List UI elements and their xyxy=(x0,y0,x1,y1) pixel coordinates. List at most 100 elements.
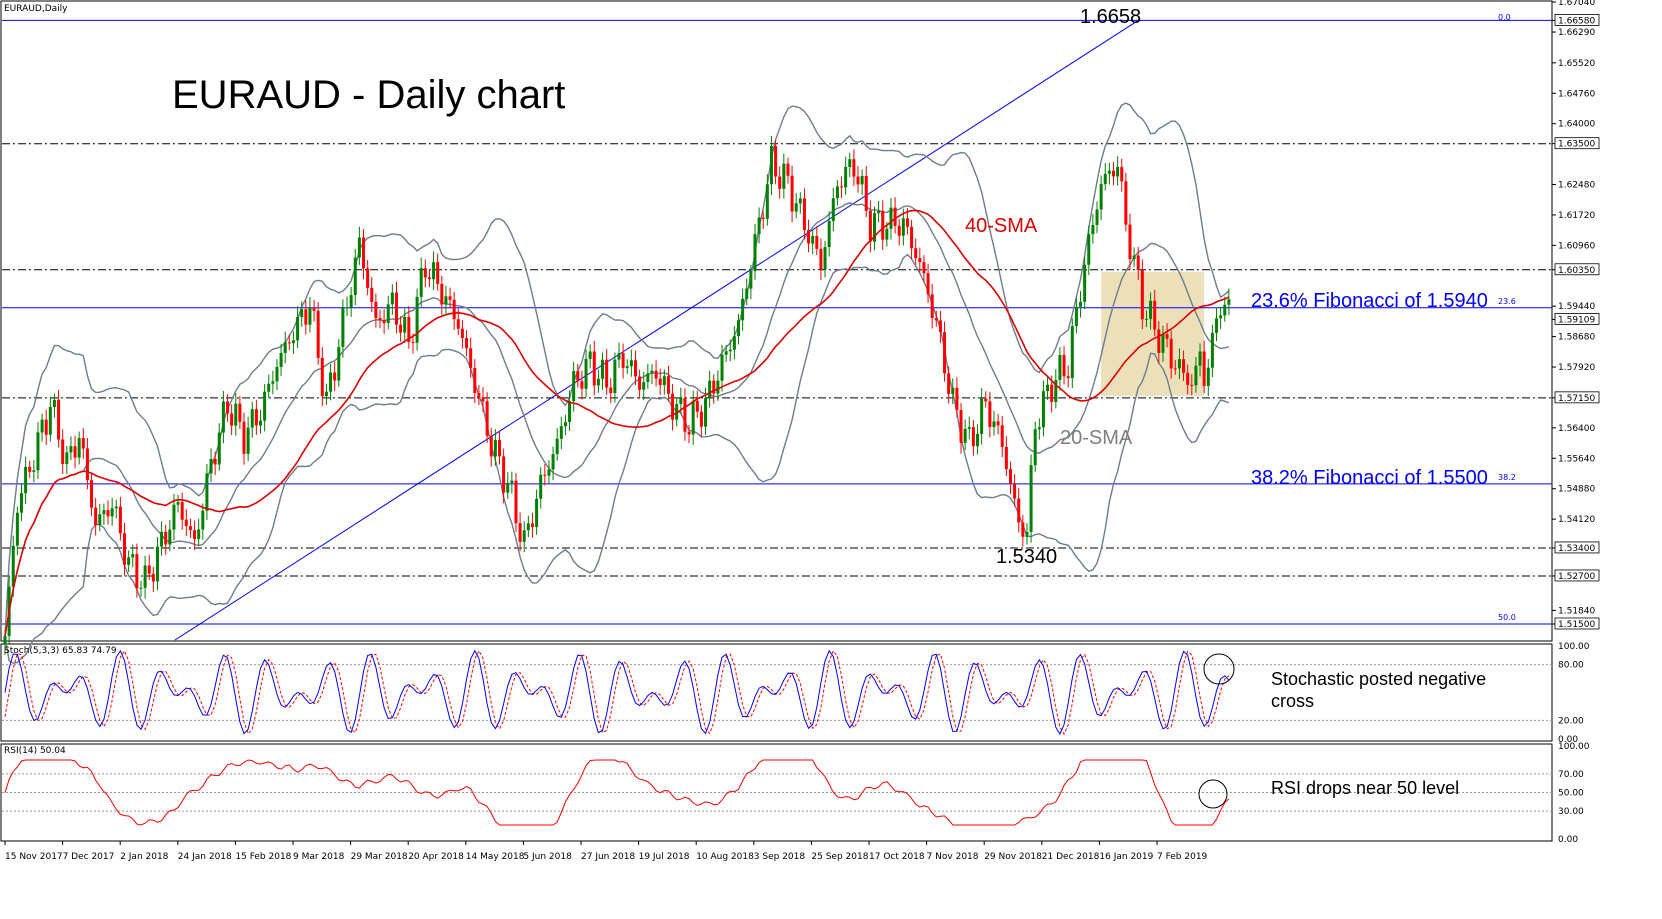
date-tick-label: 17 Oct 2018 xyxy=(869,852,925,862)
date-tick-label: 7 Feb 2019 xyxy=(1157,852,1208,862)
date-tick-label: 20 Apr 2018 xyxy=(408,852,464,862)
candle-body xyxy=(551,454,555,470)
candle-body xyxy=(753,234,757,272)
candle-body xyxy=(291,340,295,344)
candle-body xyxy=(263,391,267,421)
candle-body xyxy=(238,403,242,422)
candle-body xyxy=(1210,332,1214,368)
candle-body xyxy=(1202,351,1206,386)
candle-body xyxy=(786,163,790,176)
candle-body xyxy=(24,466,28,494)
candle-body xyxy=(151,573,155,582)
candle-body xyxy=(246,427,250,454)
candle-body xyxy=(164,531,168,545)
candle-body xyxy=(823,247,827,270)
candle-body xyxy=(860,176,864,185)
chart-title: EURAUD - Daily chart xyxy=(172,73,565,117)
candle-body xyxy=(543,474,547,476)
candle-body xyxy=(77,438,81,458)
candle-body xyxy=(378,318,382,320)
candle-body xyxy=(959,410,963,443)
candle-body xyxy=(683,398,687,432)
candle-body xyxy=(852,159,856,177)
candle-body xyxy=(951,387,955,394)
sma20-line xyxy=(4,202,1230,637)
candle-body xyxy=(131,554,135,558)
candle-body xyxy=(440,283,444,305)
candle-body xyxy=(807,230,811,244)
candle-body xyxy=(914,248,918,259)
candle-body xyxy=(114,506,118,509)
candle-body xyxy=(708,380,712,399)
rsi-highlight-circle xyxy=(1198,779,1228,809)
candle-body xyxy=(790,175,794,212)
price-level-box xyxy=(1554,137,1600,150)
candle-body xyxy=(267,383,271,392)
price-tick-label: 1.58680 xyxy=(1558,333,1595,343)
candle-body xyxy=(943,332,947,374)
price-level-box xyxy=(1554,313,1600,325)
candle-body xyxy=(1111,170,1115,177)
stoch-indicator-label: Stoch(5,3,3) 65.83 74.79 xyxy=(4,646,117,656)
candle-body xyxy=(217,432,221,465)
candle-body xyxy=(254,409,258,426)
candle-body xyxy=(118,506,122,534)
candle-body xyxy=(774,146,778,177)
candle-body xyxy=(840,186,844,188)
candle-body xyxy=(1046,384,1050,392)
candle-body xyxy=(502,456,506,493)
price-tick-label: 1.64000 xyxy=(1558,120,1595,130)
candle-body xyxy=(1182,359,1186,373)
price-tick-label: 1.54120 xyxy=(1558,515,1595,525)
candle-body xyxy=(390,292,394,305)
candle-body xyxy=(15,512,19,546)
candle-body xyxy=(275,366,279,382)
sma40-label: 40-SMA xyxy=(965,215,1038,237)
candle-body xyxy=(547,469,551,476)
candle-body xyxy=(481,397,485,402)
price-tick-label: 1.61720 xyxy=(1558,211,1595,221)
high-price-label: 1.6658 xyxy=(1080,6,1141,28)
candle-body xyxy=(625,366,629,368)
candle-body xyxy=(411,341,415,343)
price-tick-label: 1.66290 xyxy=(1558,28,1595,38)
candle-body xyxy=(831,198,835,222)
candle-body xyxy=(963,428,967,443)
candle-body xyxy=(1087,234,1091,265)
candle-body xyxy=(160,531,164,547)
candle-body xyxy=(226,401,230,414)
candle-body xyxy=(242,421,246,454)
candle-body xyxy=(976,433,980,447)
candle-body xyxy=(617,353,621,360)
candle-body xyxy=(403,316,407,333)
candle-body xyxy=(654,370,658,379)
candle-body xyxy=(720,354,724,381)
candle-body xyxy=(353,257,357,296)
candle-body xyxy=(514,480,518,524)
candle-body xyxy=(704,398,708,427)
candle-body xyxy=(341,307,345,347)
date-tick-label: 14 May 2018 xyxy=(466,852,525,862)
candle-body xyxy=(69,446,73,453)
candle-body xyxy=(193,530,197,540)
candle-body xyxy=(782,163,786,189)
candle-body xyxy=(844,167,848,188)
candle-body xyxy=(81,438,85,449)
candle-body xyxy=(588,351,592,359)
candle-body xyxy=(1157,329,1161,353)
candle-body xyxy=(737,320,741,337)
candle-body xyxy=(1173,368,1177,370)
candle-body xyxy=(687,431,691,435)
fib-tag-0: 0.0 xyxy=(1498,13,1511,22)
date-tick-label: 21 Dec 2018 xyxy=(1042,852,1100,862)
candle-body xyxy=(934,317,938,321)
candle-body xyxy=(563,422,567,427)
candle-body xyxy=(1190,384,1194,386)
candle-body xyxy=(559,426,563,439)
candle-body xyxy=(691,400,695,435)
candle-body xyxy=(407,316,411,342)
candle-body xyxy=(90,480,94,508)
date-tick-label: 10 Aug 2018 xyxy=(696,852,754,862)
candle-body xyxy=(1198,351,1202,366)
candle-body xyxy=(666,376,670,394)
